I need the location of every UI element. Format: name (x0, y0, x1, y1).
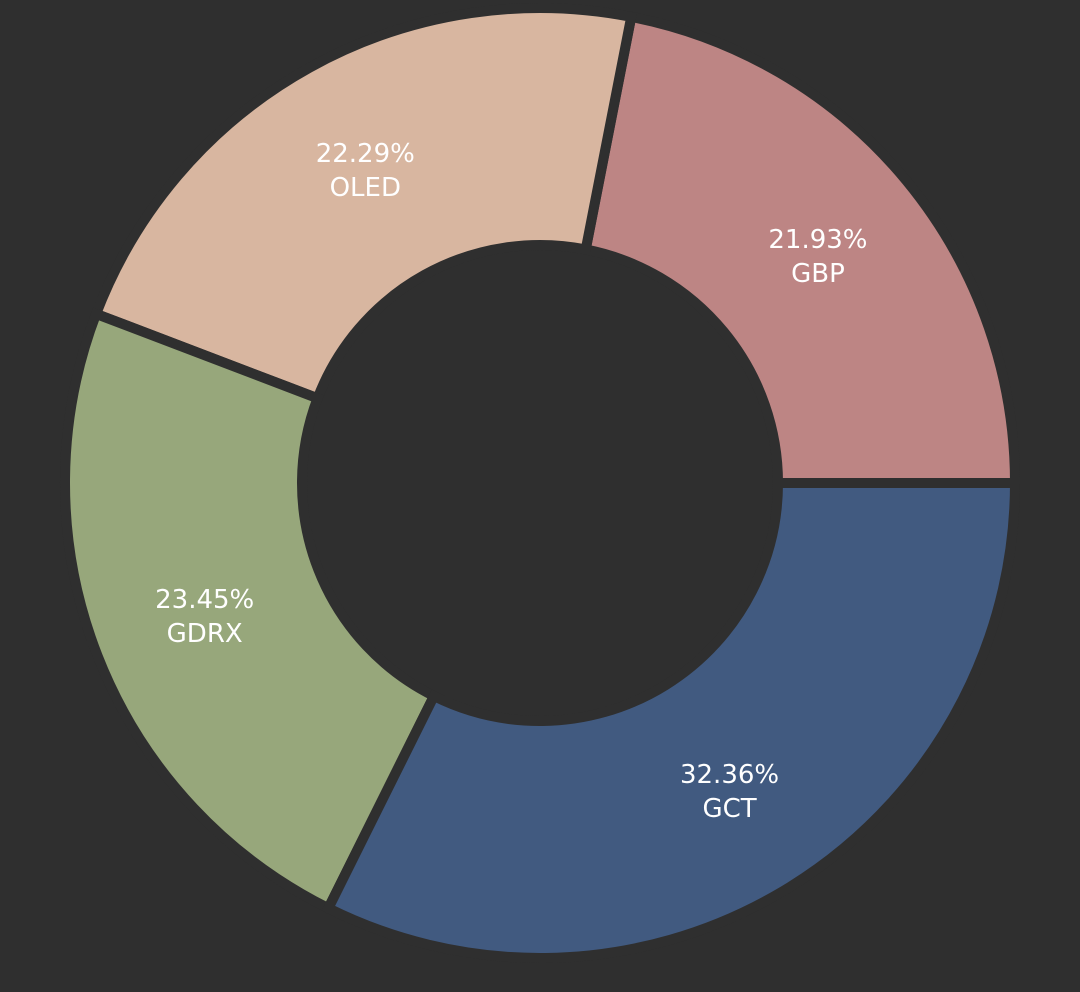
slice-gdrx-category-label: GDRX (167, 619, 243, 649)
slice-gbp-value-label: 21.93% (768, 225, 867, 255)
slice-gct-value-label: 32.36% (680, 760, 779, 790)
slice-gbp-category-label: GBP (791, 259, 845, 289)
slice-oled-category-label: OLED (330, 173, 401, 203)
slice-gct-category-label: GCT (702, 794, 756, 824)
slice-gdrx (60, 307, 441, 915)
slices-layer (60, 3, 1021, 963)
slice-oled (89, 3, 638, 405)
slice-gct (321, 478, 1021, 963)
slice-gbp (579, 10, 1021, 488)
slice-gdrx-value-label: 23.45% (155, 585, 254, 615)
slice-oled-value-label: 22.29% (316, 139, 415, 169)
labels-layer: 21.93% GBP 22.29% OLED 23.45% GDRX 32.36% GCT (155, 139, 867, 824)
